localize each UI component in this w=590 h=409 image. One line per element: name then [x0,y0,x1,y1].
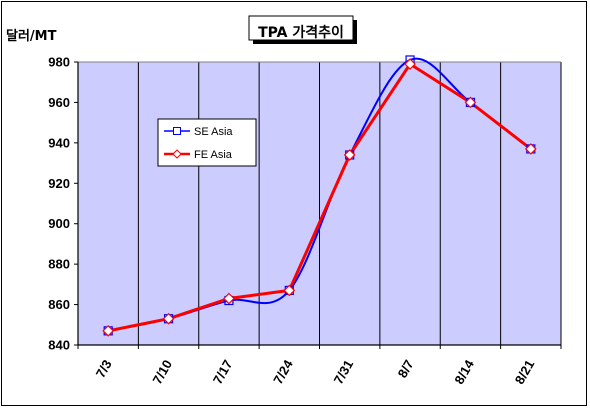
x-tick-label: 7/17 [210,357,236,386]
data-point-fe-asia [343,149,356,161]
x-tick-label: 7/3 [93,357,115,380]
axes [74,61,562,349]
y-tick-label: 940 [48,135,70,150]
legend-box [157,118,257,167]
x-tick-label: 8/14 [451,357,477,387]
legend-marker-se-asia [173,127,181,135]
y-axis-label: 달러/MT [6,28,57,44]
x-tick-label: 8/7 [395,357,417,380]
legend: SE Asia FE Asia [157,118,257,167]
legend-label-fe-asia: FE Asia [194,149,233,161]
y-tick-label: 900 [48,216,70,231]
chart-title-box: TPA 가격추이 [248,15,357,44]
y-tick-labels: 840 860 880 900 920 940 960 980 [48,55,70,353]
y-tick-label: 980 [48,55,70,70]
data-point-fe-asia [464,96,477,109]
x-tick-label: 7/24 [270,357,296,387]
chart-title: TPA 가격추이 [258,24,344,41]
legend-marker-fe-asia [172,149,182,159]
data-point-fe-asia [404,58,416,70]
data-point-fe-asia [223,292,235,305]
y-tick-label: 840 [48,338,70,353]
y-tick-label: 860 [48,297,70,312]
series-line-fe-asia [107,61,532,333]
grid-lines [78,61,562,345]
y-tick-label: 880 [48,257,70,272]
data-point-fe-asia [162,312,175,325]
series-lines [102,55,537,337]
x-tick-label: 8/21 [512,357,538,386]
y-tick-label: 920 [48,176,70,191]
x-tick-label: 7/31 [331,357,357,386]
data-point-fe-asia [102,325,115,337]
data-point-fe-asia [524,143,537,155]
legend-label-se-asia: SE Asia [194,126,233,138]
data-point-fe-asia [283,284,296,297]
y-tick-label: 960 [48,95,70,110]
x-tick-label: 7/10 [149,357,175,386]
x-tick-labels: 7/3 7/10 7/17 7/24 7/31 8/7 8/14 8/21 [93,357,538,387]
